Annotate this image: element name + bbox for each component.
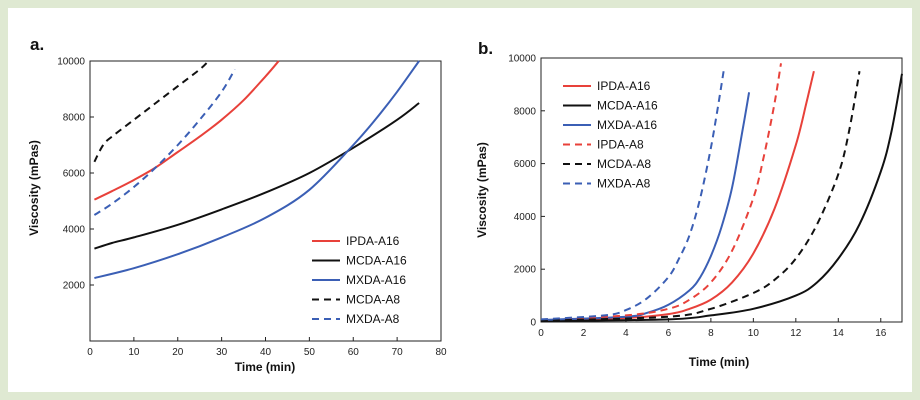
series-line-ipda-a16 bbox=[93, 60, 280, 201]
y-tick-label: 10000 bbox=[57, 57, 85, 68]
x-tick-label: 10 bbox=[748, 328, 760, 339]
y-tick-label: 6000 bbox=[63, 169, 86, 180]
panel-b-label: b. bbox=[478, 39, 493, 58]
x-tick-label: 8 bbox=[708, 328, 714, 339]
y-tick-label: 2000 bbox=[63, 281, 86, 292]
x-tick-label: 12 bbox=[790, 328, 802, 339]
series-line-mcda-a8 bbox=[540, 71, 861, 322]
panel-b-ylabel: Viscosity (mPas) bbox=[475, 142, 489, 238]
figure-canvas: a. Time (min) Viscosity (mPas) 0 10 20 30 40… bbox=[27, 35, 903, 374]
panel-a: a. Time (min) Viscosity (mPas) 0 10 20 30 40… bbox=[27, 35, 447, 374]
legend-label: MCDA-A16 bbox=[346, 254, 407, 268]
y-tick-label: 10000 bbox=[508, 54, 536, 65]
legend-label: MXDA-A16 bbox=[346, 273, 406, 287]
legend-label: MCDA-A8 bbox=[597, 157, 651, 171]
panel-a-xlabel: Time (min) bbox=[235, 360, 295, 374]
legend-label: MXDA-A16 bbox=[597, 118, 657, 132]
panel-b-series bbox=[540, 63, 903, 323]
panel-b-axes: 0 2 4 6 8 10 12 14 16 0 2000 4000 6000 8000 10000 bbox=[508, 54, 887, 340]
panel-b-plot-area bbox=[540, 57, 903, 323]
y-tick-label: 4000 bbox=[63, 225, 86, 236]
series-line-mcda-a16 bbox=[94, 102, 420, 250]
panel-a-axes: 0 10 20 30 40 50 60 70 80 2000 4000 6000 8000 10000 bbox=[57, 57, 447, 359]
legend-label: MXDA-A8 bbox=[346, 312, 400, 326]
x-tick-label: 6 bbox=[666, 328, 672, 339]
series-line-mxda-a16 bbox=[540, 92, 751, 321]
x-tick-label: 40 bbox=[260, 347, 272, 358]
series-line-ipda-a16 bbox=[540, 70, 815, 322]
panel-a-legend: IPDA-A16 MCDA-A16 MXDA-A16 MCDA-A8 MXDA-A8 bbox=[312, 234, 407, 326]
x-tick-label: 4 bbox=[623, 328, 629, 339]
x-tick-label: 0 bbox=[538, 328, 544, 339]
series-line-ipda-a8 bbox=[540, 63, 782, 321]
x-tick-label: 60 bbox=[348, 347, 360, 358]
panel-b-xlabel: Time (min) bbox=[689, 355, 749, 369]
y-tick-label: 6000 bbox=[514, 159, 537, 170]
series-line-mxda-a8 bbox=[540, 71, 725, 321]
legend-label: IPDA-A16 bbox=[346, 234, 400, 248]
x-tick-label: 2 bbox=[581, 328, 587, 339]
series-line-mcda-a8 bbox=[93, 60, 210, 163]
series-line-mxda-a8 bbox=[93, 68, 236, 216]
y-tick-label: 4000 bbox=[514, 212, 537, 223]
y-tick-label: 0 bbox=[530, 318, 536, 329]
legend-label: IPDA-A16 bbox=[597, 79, 651, 93]
y-tick-label: 8000 bbox=[63, 113, 86, 124]
panel-a-series bbox=[93, 60, 420, 279]
legend-label: MCDA-A8 bbox=[346, 293, 400, 307]
x-tick-label: 14 bbox=[833, 328, 845, 339]
x-tick-label: 10 bbox=[128, 347, 140, 358]
x-tick-label: 30 bbox=[216, 347, 228, 358]
x-tick-label: 50 bbox=[304, 347, 316, 358]
x-tick-label: 20 bbox=[172, 347, 184, 358]
panel-b-legend: IPDA-A16 MCDA-A16 MXDA-A16 IPDA-A8 MCDA-A8 MX… bbox=[563, 79, 658, 191]
y-tick-label: 8000 bbox=[514, 106, 537, 117]
y-tick-label: 2000 bbox=[514, 265, 537, 276]
legend-label: MXDA-A8 bbox=[597, 177, 651, 191]
series-line-mxda-a16 bbox=[94, 60, 420, 279]
panel-b: b. Time (min) Viscosity (mPas) 0 2 4 6 8 10 12… bbox=[475, 39, 903, 369]
x-tick-label: 0 bbox=[87, 347, 93, 358]
x-tick-label: 70 bbox=[392, 347, 404, 358]
panel-a-ylabel: Viscosity (mPas) bbox=[27, 140, 41, 236]
panel-a-label: a. bbox=[30, 35, 44, 54]
legend-label: IPDA-A8 bbox=[597, 138, 644, 152]
legend-label: MCDA-A16 bbox=[597, 99, 658, 113]
series-line-mcda-a16 bbox=[540, 73, 903, 323]
x-tick-label: 16 bbox=[875, 328, 887, 339]
x-tick-label: 80 bbox=[435, 347, 447, 358]
